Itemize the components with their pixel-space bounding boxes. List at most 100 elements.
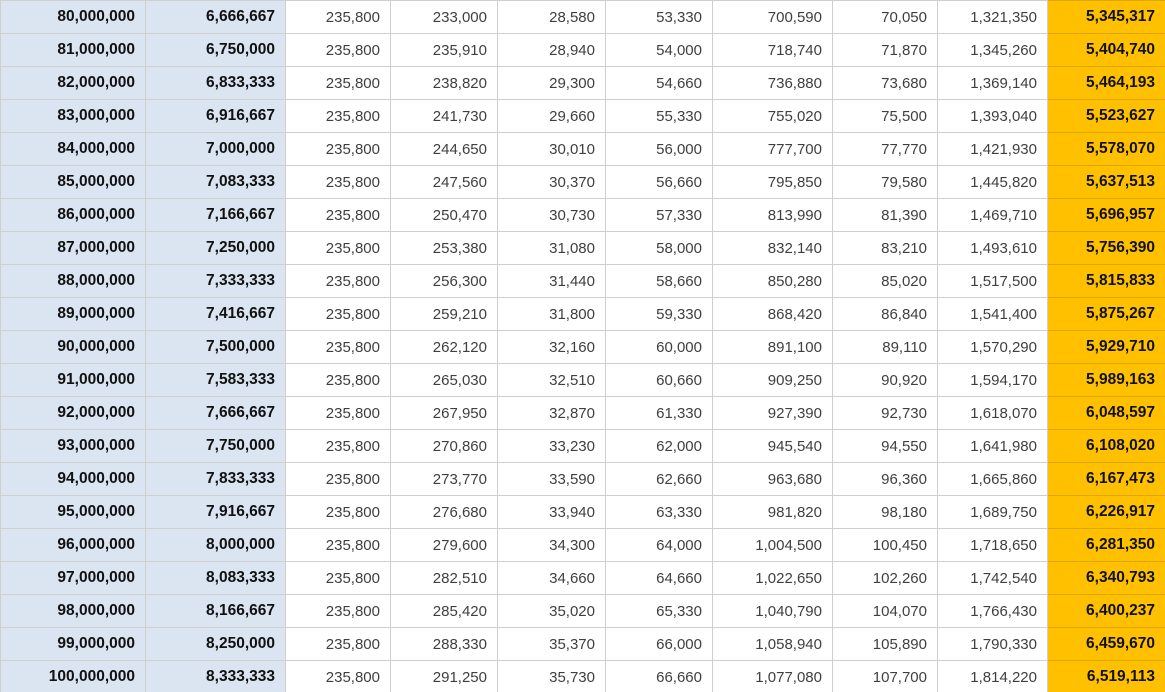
cell-col-3: 235,800 <box>285 66 391 100</box>
cell-col-1: 91,000,000 <box>0 363 146 397</box>
cell-col-2: 8,083,333 <box>145 561 286 595</box>
cell-col-10: 6,400,237 <box>1047 594 1165 628</box>
cell-col-8: 75,500 <box>832 99 938 133</box>
cell-col-9: 1,517,500 <box>937 264 1048 298</box>
cell-col-3: 235,800 <box>285 132 391 166</box>
cell-col-1: 94,000,000 <box>0 462 146 496</box>
cell-col-5: 34,300 <box>497 528 606 562</box>
cell-col-7: 736,880 <box>712 66 833 100</box>
cell-col-1: 84,000,000 <box>0 132 146 166</box>
cell-col-10: 5,345,317 <box>1047 0 1165 34</box>
cell-col-3: 235,800 <box>285 165 391 199</box>
table-row: 88,000,000 7,333,333 235,800 256,300 31,440 5… <box>0 264 1165 298</box>
cell-col-10: 6,340,793 <box>1047 561 1165 595</box>
table-row: 97,000,000 8,083,333 235,800 282,510 34,660 6… <box>0 561 1165 595</box>
cell-col-8: 105,890 <box>832 627 938 661</box>
table-row: 91,000,000 7,583,333 235,800 265,030 32,510 6… <box>0 363 1165 397</box>
cell-col-10: 5,756,390 <box>1047 231 1165 265</box>
cell-col-1: 81,000,000 <box>0 33 146 67</box>
cell-col-3: 235,800 <box>285 528 391 562</box>
cell-col-9: 1,689,750 <box>937 495 1048 529</box>
cell-col-9: 1,445,820 <box>937 165 1048 199</box>
cell-col-2: 6,833,333 <box>145 66 286 100</box>
cell-col-5: 34,660 <box>497 561 606 595</box>
cell-col-5: 33,230 <box>497 429 606 463</box>
cell-col-3: 235,800 <box>285 297 391 331</box>
cell-col-3: 235,800 <box>285 561 391 595</box>
cell-col-6: 60,660 <box>605 363 713 397</box>
cell-col-2: 7,500,000 <box>145 330 286 364</box>
cell-col-5: 31,080 <box>497 231 606 265</box>
cell-col-4: 267,950 <box>390 396 498 430</box>
cell-col-5: 35,730 <box>497 660 606 692</box>
cell-col-10: 6,519,113 <box>1047 660 1165 692</box>
cell-col-6: 54,660 <box>605 66 713 100</box>
cell-col-7: 981,820 <box>712 495 833 529</box>
cell-col-2: 7,916,667 <box>145 495 286 529</box>
cell-col-8: 79,580 <box>832 165 938 199</box>
cell-col-5: 35,020 <box>497 594 606 628</box>
cell-col-10: 6,048,597 <box>1047 396 1165 430</box>
table-row: 98,000,000 8,166,667 235,800 285,420 35,020 6… <box>0 594 1165 628</box>
cell-col-7: 1,058,940 <box>712 627 833 661</box>
cell-col-7: 891,100 <box>712 330 833 364</box>
cell-col-1: 93,000,000 <box>0 429 146 463</box>
cell-col-10: 5,578,070 <box>1047 132 1165 166</box>
cell-col-1: 95,000,000 <box>0 495 146 529</box>
cell-col-10: 6,167,473 <box>1047 462 1165 496</box>
cell-col-2: 6,750,000 <box>145 33 286 67</box>
cell-col-5: 32,510 <box>497 363 606 397</box>
table-row: 96,000,000 8,000,000 235,800 279,600 34,300 6… <box>0 528 1165 562</box>
cell-col-6: 59,330 <box>605 297 713 331</box>
cell-col-6: 63,330 <box>605 495 713 529</box>
cell-col-3: 235,800 <box>285 396 391 430</box>
cell-col-8: 104,070 <box>832 594 938 628</box>
cell-col-2: 7,416,667 <box>145 297 286 331</box>
cell-col-7: 1,077,080 <box>712 660 833 692</box>
cell-col-3: 235,800 <box>285 594 391 628</box>
cell-col-4: 256,300 <box>390 264 498 298</box>
cell-col-10: 5,989,163 <box>1047 363 1165 397</box>
cell-col-7: 832,140 <box>712 231 833 265</box>
cell-col-3: 235,800 <box>285 429 391 463</box>
cell-col-6: 55,330 <box>605 99 713 133</box>
cell-col-1: 85,000,000 <box>0 165 146 199</box>
cell-col-6: 58,000 <box>605 231 713 265</box>
cell-col-1: 87,000,000 <box>0 231 146 265</box>
cell-col-6: 64,000 <box>605 528 713 562</box>
cell-col-6: 54,000 <box>605 33 713 67</box>
cell-col-4: 288,330 <box>390 627 498 661</box>
cell-col-7: 850,280 <box>712 264 833 298</box>
cell-col-3: 235,800 <box>285 462 391 496</box>
cell-col-9: 1,641,980 <box>937 429 1048 463</box>
cell-col-8: 90,920 <box>832 363 938 397</box>
cell-col-6: 62,000 <box>605 429 713 463</box>
cell-col-10: 6,281,350 <box>1047 528 1165 562</box>
cell-col-3: 235,800 <box>285 660 391 692</box>
cell-col-7: 795,850 <box>712 165 833 199</box>
cell-col-4: 270,860 <box>390 429 498 463</box>
cell-col-4: 247,560 <box>390 165 498 199</box>
cell-col-10: 5,637,513 <box>1047 165 1165 199</box>
cell-col-8: 98,180 <box>832 495 938 529</box>
cell-col-2: 7,333,333 <box>145 264 286 298</box>
cell-col-9: 1,790,330 <box>937 627 1048 661</box>
cell-col-6: 58,660 <box>605 264 713 298</box>
cell-col-8: 92,730 <box>832 396 938 430</box>
cell-col-1: 96,000,000 <box>0 528 146 562</box>
cell-col-4: 282,510 <box>390 561 498 595</box>
cell-col-6: 64,660 <box>605 561 713 595</box>
cell-col-8: 77,770 <box>832 132 938 166</box>
cell-col-9: 1,570,290 <box>937 330 1048 364</box>
table-row: 100,000,000 8,333,333 235,800 291,250 35,730… <box>0 660 1165 692</box>
cell-col-7: 777,700 <box>712 132 833 166</box>
cell-col-5: 31,440 <box>497 264 606 298</box>
cell-col-3: 235,800 <box>285 198 391 232</box>
cell-col-1: 97,000,000 <box>0 561 146 595</box>
cell-col-9: 1,594,170 <box>937 363 1048 397</box>
cell-col-2: 6,666,667 <box>145 0 286 34</box>
cell-col-7: 1,022,650 <box>712 561 833 595</box>
cell-col-7: 755,020 <box>712 99 833 133</box>
cell-col-2: 7,583,333 <box>145 363 286 397</box>
